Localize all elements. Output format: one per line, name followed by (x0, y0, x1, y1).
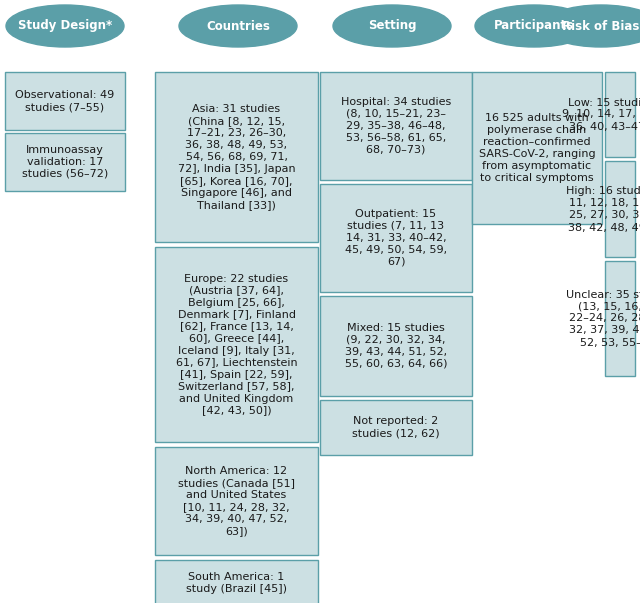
Text: Mixed: 15 studies
(9, 22, 30, 32, 34,
39, 43, 44, 51, 52,
55, 60, 63, 64, 66): Mixed: 15 studies (9, 22, 30, 32, 34, 39… (345, 323, 447, 369)
Text: Participants: Participants (494, 19, 574, 33)
FancyBboxPatch shape (5, 133, 125, 191)
FancyBboxPatch shape (155, 247, 318, 442)
FancyBboxPatch shape (605, 72, 635, 157)
Text: Observational: 49
studies (7–55): Observational: 49 studies (7–55) (15, 90, 115, 112)
Text: North America: 12
studies (Canada [51]
and United States
[10, 11, 24, 28, 32,
34: North America: 12 studies (Canada [51] a… (178, 466, 295, 536)
Text: Hospital: 34 studies
(8, 10, 15–21, 23–
29, 35–38, 46–48,
53, 56–58, 61, 65,
68,: Hospital: 34 studies (8, 10, 15–21, 23– … (341, 97, 451, 155)
Ellipse shape (542, 5, 640, 47)
Text: South America: 1
study (Brazil [45]): South America: 1 study (Brazil [45]) (186, 572, 287, 593)
Text: Risk of Bias: Risk of Bias (563, 19, 640, 33)
FancyBboxPatch shape (320, 296, 472, 396)
Text: Study Design*: Study Design* (18, 19, 112, 33)
FancyBboxPatch shape (320, 400, 472, 455)
FancyBboxPatch shape (605, 261, 635, 376)
Ellipse shape (475, 5, 593, 47)
Text: Immunoassay
validation: 17
studies (56–72): Immunoassay validation: 17 studies (56–7… (22, 145, 108, 179)
FancyBboxPatch shape (320, 72, 472, 180)
Ellipse shape (333, 5, 451, 47)
Text: Countries: Countries (206, 19, 270, 33)
Text: 16 525 adults with
polymerase chain
reaction–confirmed
SARS-CoV-2, ranging
from : 16 525 adults with polymerase chain reac… (479, 113, 595, 183)
FancyBboxPatch shape (5, 72, 125, 130)
Text: Low: 15 studies (7,
9, 10, 14, 17, 33, 34,
36, 40, 43–47, 51): Low: 15 studies (7, 9, 10, 14, 17, 33, 3… (562, 98, 640, 131)
FancyBboxPatch shape (155, 447, 318, 555)
Text: Europe: 22 studies
(Austria [37, 64],
Belgium [25, 66],
Denmark [7], Finland
[62: Europe: 22 studies (Austria [37, 64], Be… (176, 274, 298, 415)
FancyBboxPatch shape (155, 560, 318, 603)
Text: Asia: 31 studies
(China [8, 12, 15,
17–21, 23, 26–30,
36, 38, 48, 49, 53,
54, 56: Asia: 31 studies (China [8, 12, 15, 17–2… (178, 104, 295, 210)
Text: Unclear: 35 studies
(13, 15, 16, 20,
22–24, 26, 28, 29,
32, 37, 39, 41, 50,
52, : Unclear: 35 studies (13, 15, 16, 20, 22–… (566, 289, 640, 347)
Ellipse shape (6, 5, 124, 47)
Ellipse shape (179, 5, 297, 47)
FancyBboxPatch shape (605, 161, 635, 257)
Text: High: 16 studies (8,
11, 12, 18, 19, 21,
25, 27, 30, 31, 35,
38, 42, 48, 49, 54): High: 16 studies (8, 11, 12, 18, 19, 21,… (566, 186, 640, 232)
FancyBboxPatch shape (472, 72, 602, 224)
Text: Outpatient: 15
studies (7, 11, 13
14, 31, 33, 40–42,
45, 49, 50, 54, 59,
67): Outpatient: 15 studies (7, 11, 13 14, 31… (345, 209, 447, 267)
Text: Setting: Setting (368, 19, 416, 33)
FancyBboxPatch shape (155, 72, 318, 242)
FancyBboxPatch shape (320, 184, 472, 292)
Text: Not reported: 2
studies (12, 62): Not reported: 2 studies (12, 62) (352, 417, 440, 438)
